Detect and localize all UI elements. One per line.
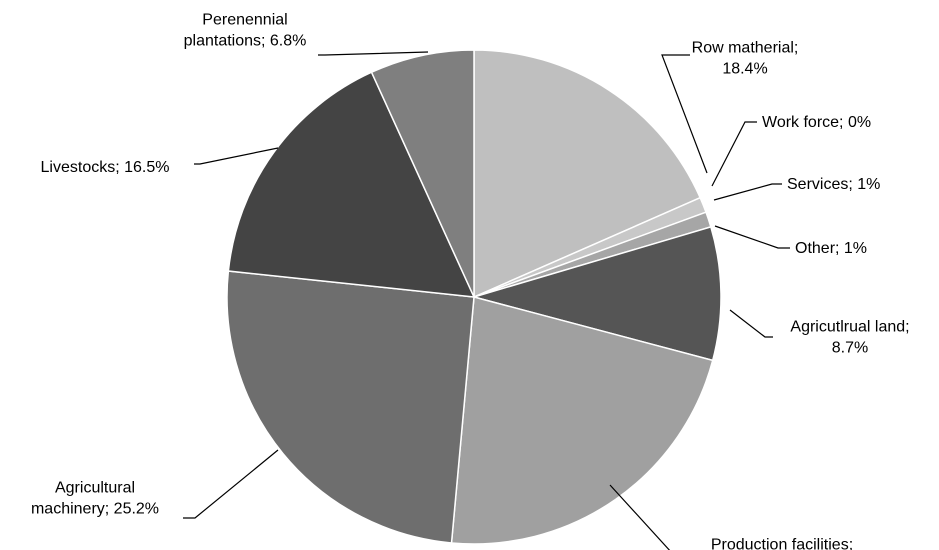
slice-label-line: 8.7% [832,340,868,357]
slice-label-line: Services; 1% [787,176,880,193]
pie-slice-agricultural-machinery [226,270,475,544]
leaders-layer [183,51,790,550]
slice-label-livestocks: Livestocks; 16.5% [41,159,170,176]
slice-label-line: 18.4% [722,61,767,78]
slice-label-line: Agricultural [55,480,135,497]
slice-label-services: Services; 1% [787,176,880,193]
slice-label-line: plantations; 6.8% [184,33,307,50]
slice-label-work-force: Work force; 0% [762,114,871,131]
pie-slice-agricutlrual-land [471,225,722,362]
slice-label-line: Row matherial; [692,40,799,57]
pie-slice-livestocks [227,71,476,298]
slice-label-line: Perenennial [202,12,287,29]
slice-label-perenennial-plantations: Perenennial plantations; 6.8% [184,12,307,50]
leader-line-perenennial-plantations [318,51,429,56]
labels-layer: Row matherial; 18.4% Work force; 0% Service… [31,12,910,550]
slice-label-line: Work force; 0% [762,114,871,131]
slice-label-agricultural-machinery: Agricultural machinery; 25.2% [31,480,159,518]
leader-line-livestocks [194,147,279,165]
slice-label-line: Agricutlrual land; [790,319,909,336]
leader-line-services [713,183,782,201]
leader-line-row-matherial [661,54,708,174]
slice-label-line: Production facilities; [711,537,853,550]
slice-label-production-facilities: Production facilities;22.3% [711,537,853,550]
slice-label-other: Other; 1% [795,240,867,257]
pie-slice-row-matherial [473,49,702,299]
leader-line-agricultural-machinery [183,449,279,519]
slice-label-agricutlrual-land: Agricutlrual land; 8.7% [790,319,909,357]
slices-layer [226,49,722,545]
pie-slice-perenennial-plantations [370,49,475,298]
pie-slice-production-facilities [450,296,714,545]
leader-line-agricutlrual-land [729,309,773,338]
slice-label-row-matherial: Row matherial; 18.4% [692,40,799,78]
slice-label-line: machinery; 25.2% [31,501,159,518]
slice-label-line: Other; 1% [795,240,867,257]
leader-line-other [714,225,790,249]
leader-line-work-force [711,121,757,187]
leader-line-production-facilities [609,484,671,550]
slice-label-line: Livestocks; 16.5% [41,159,170,176]
